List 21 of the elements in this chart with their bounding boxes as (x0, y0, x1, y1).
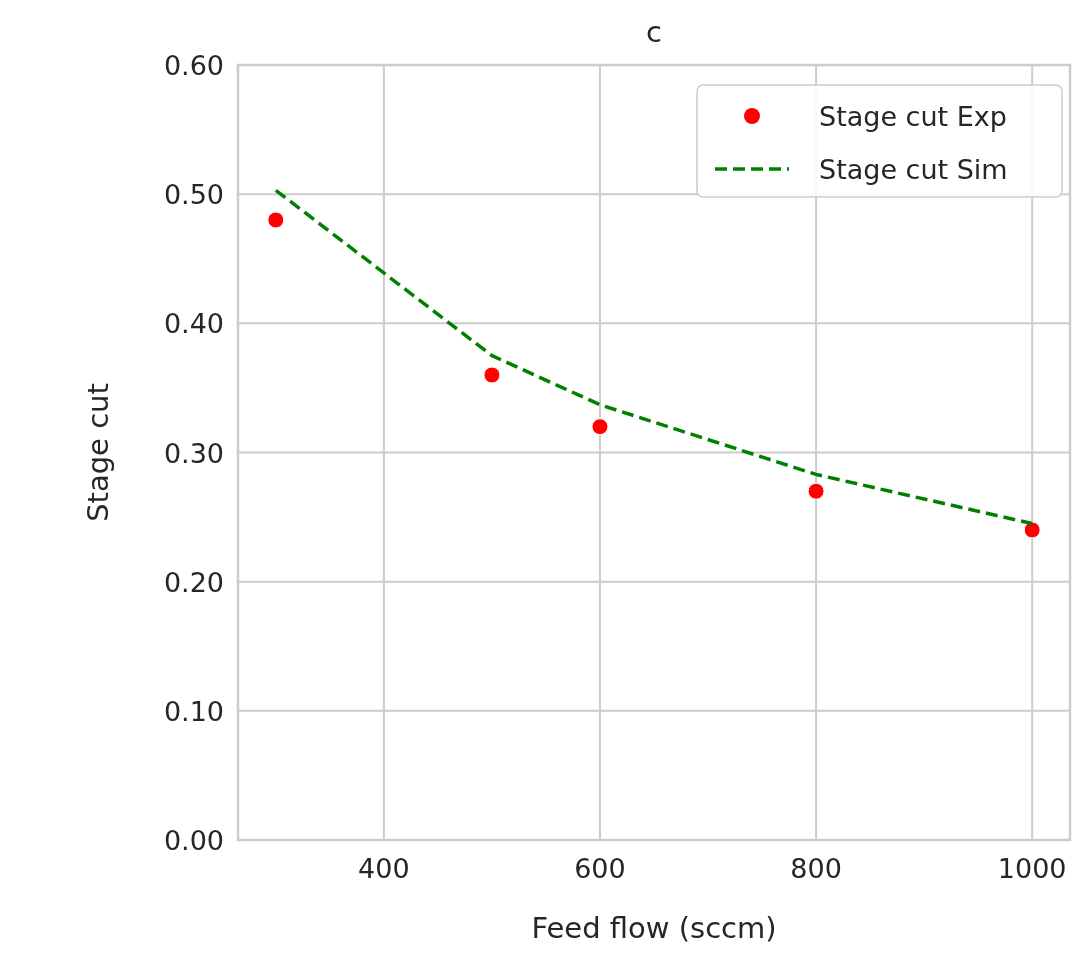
point (1023, 521, 1041, 539)
legend-label: Stage cut Sim (819, 154, 1008, 185)
point (267, 211, 285, 229)
x-tick-label: 600 (574, 853, 626, 884)
chart-title: c (646, 15, 662, 49)
y-tick-label: 0.40 (163, 308, 224, 340)
y-tick-label: 0.00 (163, 825, 224, 856)
y-axis-title: Stage cut (81, 383, 115, 522)
point (483, 366, 501, 384)
x-tick-label: 800 (790, 853, 842, 884)
point (591, 418, 609, 436)
legend-label: Stage cut Exp (819, 101, 1007, 132)
y-tick-label: 0.30 (163, 437, 224, 469)
y-tick-label: 0.50 (163, 179, 224, 211)
x-tick-label: 1000 (997, 853, 1067, 884)
y-tick-label: 0.10 (163, 695, 224, 727)
x-tick-label: 400 (358, 853, 410, 884)
y-tick-label: 0.20 (163, 566, 224, 598)
point (807, 482, 825, 500)
x-axis-title: Feed flow (sccm) (531, 911, 777, 945)
y-tick-label: 0.60 (163, 50, 224, 81)
